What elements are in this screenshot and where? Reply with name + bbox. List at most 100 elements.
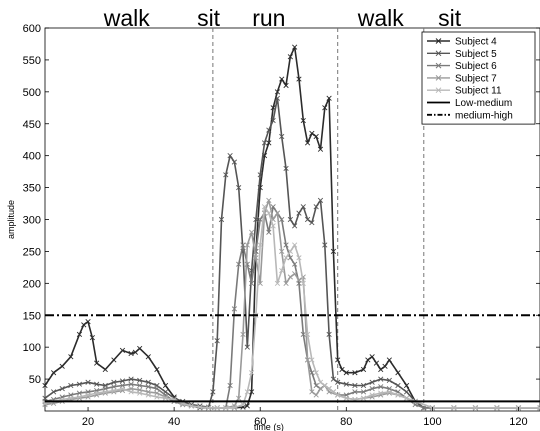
data-point — [145, 379, 151, 385]
legend-label: Subject 6 — [455, 61, 497, 72]
data-point — [309, 389, 315, 395]
x-tick-label: 40 — [168, 416, 180, 428]
x-tick-label: 80 — [340, 416, 352, 428]
data-point — [270, 223, 276, 229]
data-point — [102, 389, 108, 395]
y-tick-label: 450 — [23, 119, 41, 131]
data-point — [231, 306, 238, 312]
data-point — [309, 357, 315, 363]
data-point — [145, 392, 151, 398]
data-point — [270, 204, 276, 210]
data-point — [248, 370, 255, 376]
legend-label: Subject 11 — [455, 86, 502, 97]
data-point — [322, 105, 328, 111]
activity-label: walk — [357, 5, 405, 31]
data-point — [317, 197, 324, 203]
data-point — [292, 271, 298, 277]
data-point — [94, 381, 100, 387]
data-series — [42, 44, 540, 411]
data-point — [223, 172, 229, 178]
data-point — [102, 366, 108, 373]
data-point — [360, 395, 367, 401]
data-point — [145, 384, 151, 390]
data-point — [369, 392, 375, 398]
data-point — [205, 405, 212, 411]
data-point — [240, 242, 246, 248]
y-tick-label: 100 — [23, 342, 41, 354]
legend-label: Subject 5 — [455, 49, 497, 60]
data-point — [287, 216, 293, 223]
data-point — [85, 319, 91, 325]
data-point — [287, 248, 293, 255]
data-point — [154, 386, 160, 392]
data-point — [326, 386, 332, 392]
data-point — [279, 76, 285, 82]
data-point — [283, 242, 289, 248]
data-point — [132, 349, 139, 355]
data-point — [253, 216, 259, 223]
data-point — [279, 133, 285, 140]
data-point — [42, 382, 48, 389]
data-point — [274, 280, 281, 286]
data-point — [236, 261, 242, 267]
series-group — [42, 204, 540, 411]
data-point — [326, 95, 332, 101]
data-point — [128, 376, 134, 382]
data-point — [94, 360, 100, 366]
data-point — [472, 405, 479, 411]
data-point — [330, 389, 337, 395]
data-point — [313, 392, 319, 398]
data-point — [227, 153, 233, 159]
data-point — [279, 267, 285, 274]
data-point — [279, 248, 285, 255]
data-point — [137, 377, 143, 383]
data-point — [111, 357, 117, 363]
data-point — [50, 389, 57, 395]
data-point — [244, 403, 250, 409]
data-point — [339, 366, 345, 373]
data-point — [382, 363, 388, 369]
data-point — [322, 382, 328, 389]
data-point — [274, 210, 281, 216]
data-point — [317, 146, 324, 152]
data-point — [300, 117, 306, 124]
data-point — [76, 394, 83, 400]
data-point — [85, 379, 91, 385]
data-point — [266, 210, 272, 216]
data-point — [214, 338, 220, 344]
y-tick-label: 200 — [23, 278, 41, 290]
data-point — [279, 216, 285, 223]
data-point — [154, 366, 160, 373]
data-point — [214, 405, 220, 411]
x-axis-label: time (s) — [254, 422, 284, 431]
data-point — [162, 382, 169, 389]
y-tick-label: 500 — [23, 87, 41, 99]
data-point — [300, 204, 306, 210]
data-point — [352, 389, 358, 395]
data-point — [111, 387, 117, 394]
y-axis-ticks: 50 100 150 200 250 300 350 400 450 500 550 600 — [23, 23, 540, 386]
data-point — [283, 280, 289, 286]
data-point — [403, 389, 410, 395]
data-point — [266, 127, 272, 133]
data-point — [309, 130, 315, 136]
data-point — [451, 405, 457, 411]
data-point — [137, 382, 143, 389]
data-point — [128, 389, 134, 395]
data-point — [369, 386, 375, 392]
data-point — [81, 322, 87, 328]
y-tick-label: 50 — [29, 374, 41, 386]
data-point — [50, 370, 57, 376]
activity-label: sit — [438, 5, 462, 31]
data-point — [360, 389, 367, 395]
data-point — [59, 363, 65, 369]
data-point — [89, 334, 95, 341]
data-point — [369, 354, 375, 360]
data-point — [403, 395, 410, 401]
data-point — [395, 370, 401, 376]
activity-label: run — [252, 5, 285, 31]
data-point — [68, 395, 74, 401]
data-point — [287, 274, 293, 280]
x-axis-ticks: 20 40 60 80 100 120 — [82, 407, 528, 428]
